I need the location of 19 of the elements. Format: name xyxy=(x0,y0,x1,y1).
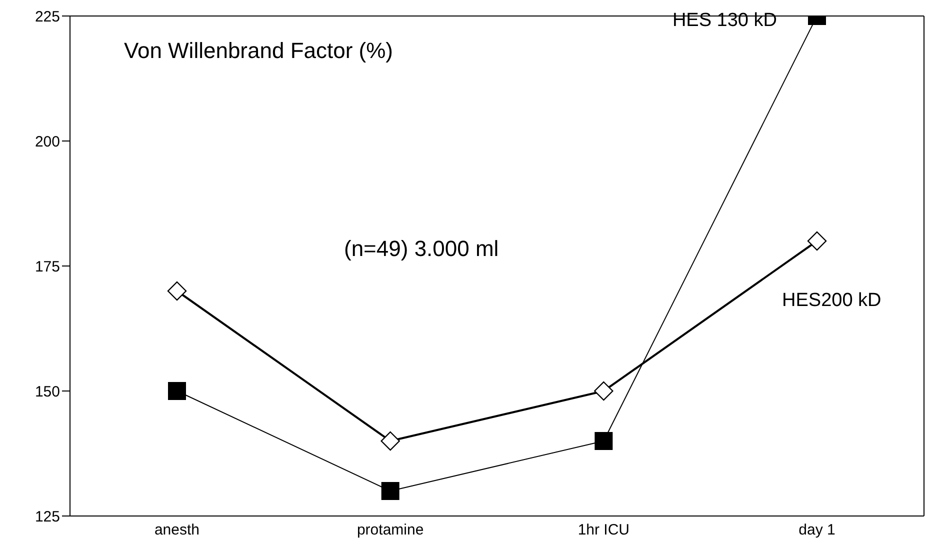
point xyxy=(594,381,614,401)
x-tick-label: day 1 xyxy=(798,522,836,539)
y-tick-label: 200 xyxy=(34,133,60,150)
text: Von Willenbrand Factor (%) xyxy=(124,38,393,64)
y-tick-label: 125 xyxy=(34,508,60,526)
x-tick-label: 1hr ICU xyxy=(578,522,630,539)
point xyxy=(381,482,400,500)
series-label: HES200 kD xyxy=(782,290,882,311)
x-tick-label: protamine xyxy=(356,522,424,539)
point xyxy=(167,281,187,301)
point xyxy=(168,382,186,400)
y-tick-label: 175 xyxy=(34,258,60,276)
y-tick-label: 150 xyxy=(34,383,60,400)
x-tick-label: anesth xyxy=(154,522,200,539)
y-tick-label: 225 xyxy=(34,8,60,26)
point xyxy=(380,431,400,451)
point xyxy=(807,231,827,251)
annotation: (n=49) 3.000 ml xyxy=(344,236,499,262)
point xyxy=(594,432,613,450)
